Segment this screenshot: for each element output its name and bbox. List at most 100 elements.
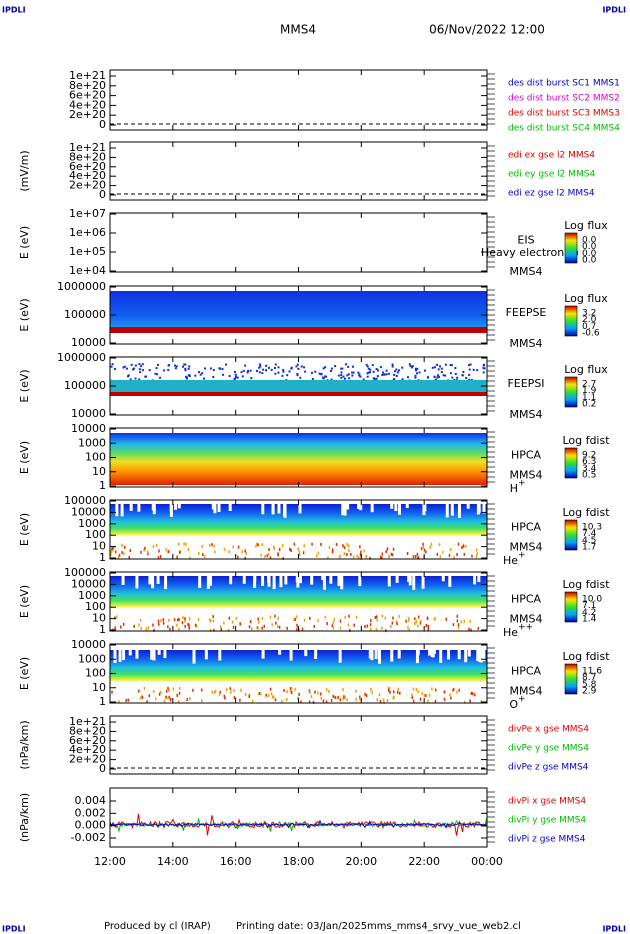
spectrogram xyxy=(129,504,133,511)
spectrogram xyxy=(375,377,378,380)
spectrogram xyxy=(138,368,141,371)
spectrogram xyxy=(394,504,398,512)
spectrogram xyxy=(342,544,344,548)
spectrogram xyxy=(110,433,487,485)
spectrogram xyxy=(392,616,394,620)
spectrogram xyxy=(110,550,113,554)
spectrogram xyxy=(277,371,280,374)
y-tick-label: 6e+20 xyxy=(69,734,106,747)
spectrogram xyxy=(111,690,113,694)
spectrogram xyxy=(353,623,355,627)
spectrogram xyxy=(365,555,367,559)
spectrogram xyxy=(460,620,463,624)
spectrogram xyxy=(381,552,384,556)
spectrogram xyxy=(232,545,235,549)
spectrogram xyxy=(157,364,160,367)
spectrogram xyxy=(206,576,210,589)
spectrogram xyxy=(262,368,265,371)
spectrogram xyxy=(340,376,343,379)
colorbar-tick: 6.3 xyxy=(582,457,596,467)
spectrogram xyxy=(279,576,283,588)
colorbar-tick: 4.2 xyxy=(582,608,596,618)
spectrogram xyxy=(289,687,292,691)
y-axis-label: (nPa/km) xyxy=(18,793,31,842)
spectrogram xyxy=(483,363,486,366)
spectrogram xyxy=(184,367,187,370)
spectrogram xyxy=(296,626,299,630)
spectrogram xyxy=(249,369,252,372)
spectrogram xyxy=(449,364,452,367)
spectrogram xyxy=(130,363,133,366)
spectrogram xyxy=(143,548,145,552)
spectrogram xyxy=(343,504,347,516)
spectrogram xyxy=(144,375,147,378)
spectrogram xyxy=(317,691,319,695)
y-tick-label: 1e+04 xyxy=(69,264,106,277)
spectrogram xyxy=(467,650,471,657)
spectrogram xyxy=(152,504,156,515)
spectrogram xyxy=(143,686,146,690)
y-tick-label: 1000 xyxy=(78,517,106,530)
spectrogram xyxy=(139,618,142,622)
spectrogram xyxy=(332,694,334,698)
spectrogram xyxy=(198,551,200,555)
spectrogram xyxy=(277,504,281,514)
spectrogram xyxy=(374,650,378,660)
spectrogram xyxy=(289,689,292,693)
spectrogram xyxy=(405,504,409,509)
spectrogram xyxy=(162,621,165,625)
spectrogram xyxy=(133,624,135,628)
spectrogram xyxy=(269,615,272,619)
colorbar-title: Log fdist xyxy=(562,506,610,519)
spectrogram xyxy=(445,617,448,621)
spectrogram xyxy=(295,615,298,619)
x-tick-label: 18:00 xyxy=(283,855,315,868)
spectrogram xyxy=(442,550,444,554)
spectrogram xyxy=(397,650,401,659)
spectrogram xyxy=(268,366,271,369)
trace xyxy=(109,819,487,829)
spectrogram xyxy=(328,546,331,550)
spectrogram xyxy=(257,626,259,630)
spectrogram xyxy=(412,555,415,559)
spectrogram xyxy=(150,650,154,660)
spectrogram xyxy=(447,650,451,660)
spectrogram xyxy=(457,504,461,518)
spectrogram xyxy=(375,628,378,632)
spectrogram xyxy=(282,370,285,373)
spectrogram xyxy=(295,576,299,583)
spectrogram xyxy=(176,618,179,622)
spectrogram xyxy=(395,620,398,624)
spectrogram xyxy=(178,691,181,695)
y-axis-label: E (eV) xyxy=(18,441,31,474)
spectrogram xyxy=(110,327,487,333)
spectrogram xyxy=(192,688,194,692)
spectrogram xyxy=(251,627,253,631)
y-tick-label: 10 xyxy=(92,465,106,478)
spectrogram xyxy=(444,363,447,366)
spectrogram xyxy=(452,687,455,691)
spectrogram xyxy=(430,650,434,658)
spectrogram xyxy=(320,542,322,546)
spectrogram xyxy=(303,618,306,622)
spectrogram xyxy=(169,504,173,512)
y-tick-label: 100 xyxy=(85,451,106,464)
spectrogram xyxy=(184,619,186,623)
y-tick-label: 1 xyxy=(99,695,106,708)
spectrogram xyxy=(310,695,313,699)
spectrogram xyxy=(468,378,471,381)
spectrogram xyxy=(376,618,378,622)
spectrogram xyxy=(465,544,467,548)
spectrogram xyxy=(342,688,344,692)
spectrogram xyxy=(162,618,165,622)
spectrogram xyxy=(379,555,382,559)
spectrogram xyxy=(419,621,422,625)
spectrogram xyxy=(375,615,378,619)
spectrogram xyxy=(148,576,152,585)
spectrogram xyxy=(244,549,246,553)
spectrogram xyxy=(145,627,148,631)
spectrogram xyxy=(163,699,166,703)
spectrogram xyxy=(398,369,401,372)
spectrogram xyxy=(320,696,323,700)
spectrogram xyxy=(127,698,129,702)
